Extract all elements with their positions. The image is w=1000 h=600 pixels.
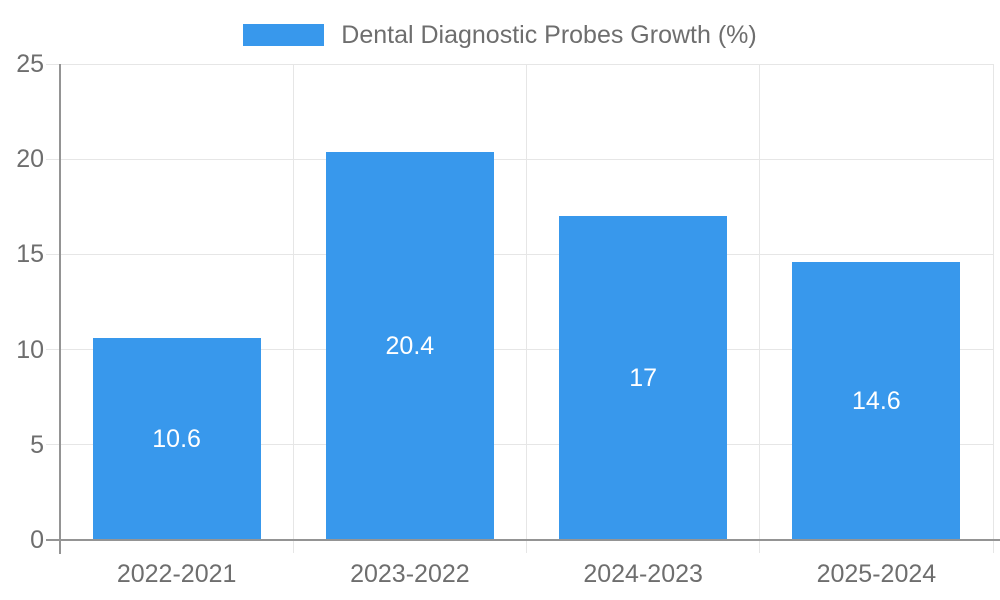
- y-axis-line: [59, 64, 61, 554]
- y-tick-label: 20: [16, 145, 44, 174]
- v-gridline: [526, 64, 527, 553]
- h-gridline: [46, 158, 993, 160]
- legend-swatch: [243, 24, 325, 46]
- legend-item[interactable]: Dental Diagnostic Probes Growth (%): [0, 22, 1000, 48]
- v-gridline: [992, 64, 994, 553]
- bar-value-label: 20.4: [385, 331, 435, 360]
- bar-value-label: 10.6: [152, 425, 201, 454]
- bar-2024-2023[interactable]: [559, 216, 728, 540]
- x-tick-label: 2022-2021: [116, 560, 237, 588]
- y-tick-label: 25: [16, 50, 44, 78]
- v-gridline: [759, 64, 761, 553]
- bar-value-label: 17: [629, 364, 658, 393]
- h-gridline: [46, 444, 993, 446]
- x-axis-line: [46, 539, 1000, 541]
- bar-2025-2024[interactable]: [792, 262, 961, 540]
- legend-label: Dental Diagnostic Probes Growth (%): [341, 21, 757, 49]
- y-tick-label: 5: [30, 430, 44, 459]
- y-tick-label: 15: [16, 240, 44, 269]
- h-gridline: [46, 253, 993, 255]
- y-tick-label: 0: [30, 526, 44, 554]
- x-tick-label: 2025-2024: [816, 560, 937, 588]
- h-gridline: [46, 63, 993, 65]
- h-gridline: [46, 349, 993, 351]
- bar-value-label: 14.6: [852, 387, 901, 415]
- y-tick-label: 10: [16, 335, 44, 364]
- bar-2023-2022[interactable]: [325, 151, 494, 540]
- bar-2022-2021[interactable]: [92, 338, 261, 540]
- v-gridline: [292, 64, 294, 553]
- x-tick-label: 2024-2023: [583, 560, 703, 588]
- x-tick-label: 2023-2022: [350, 560, 470, 588]
